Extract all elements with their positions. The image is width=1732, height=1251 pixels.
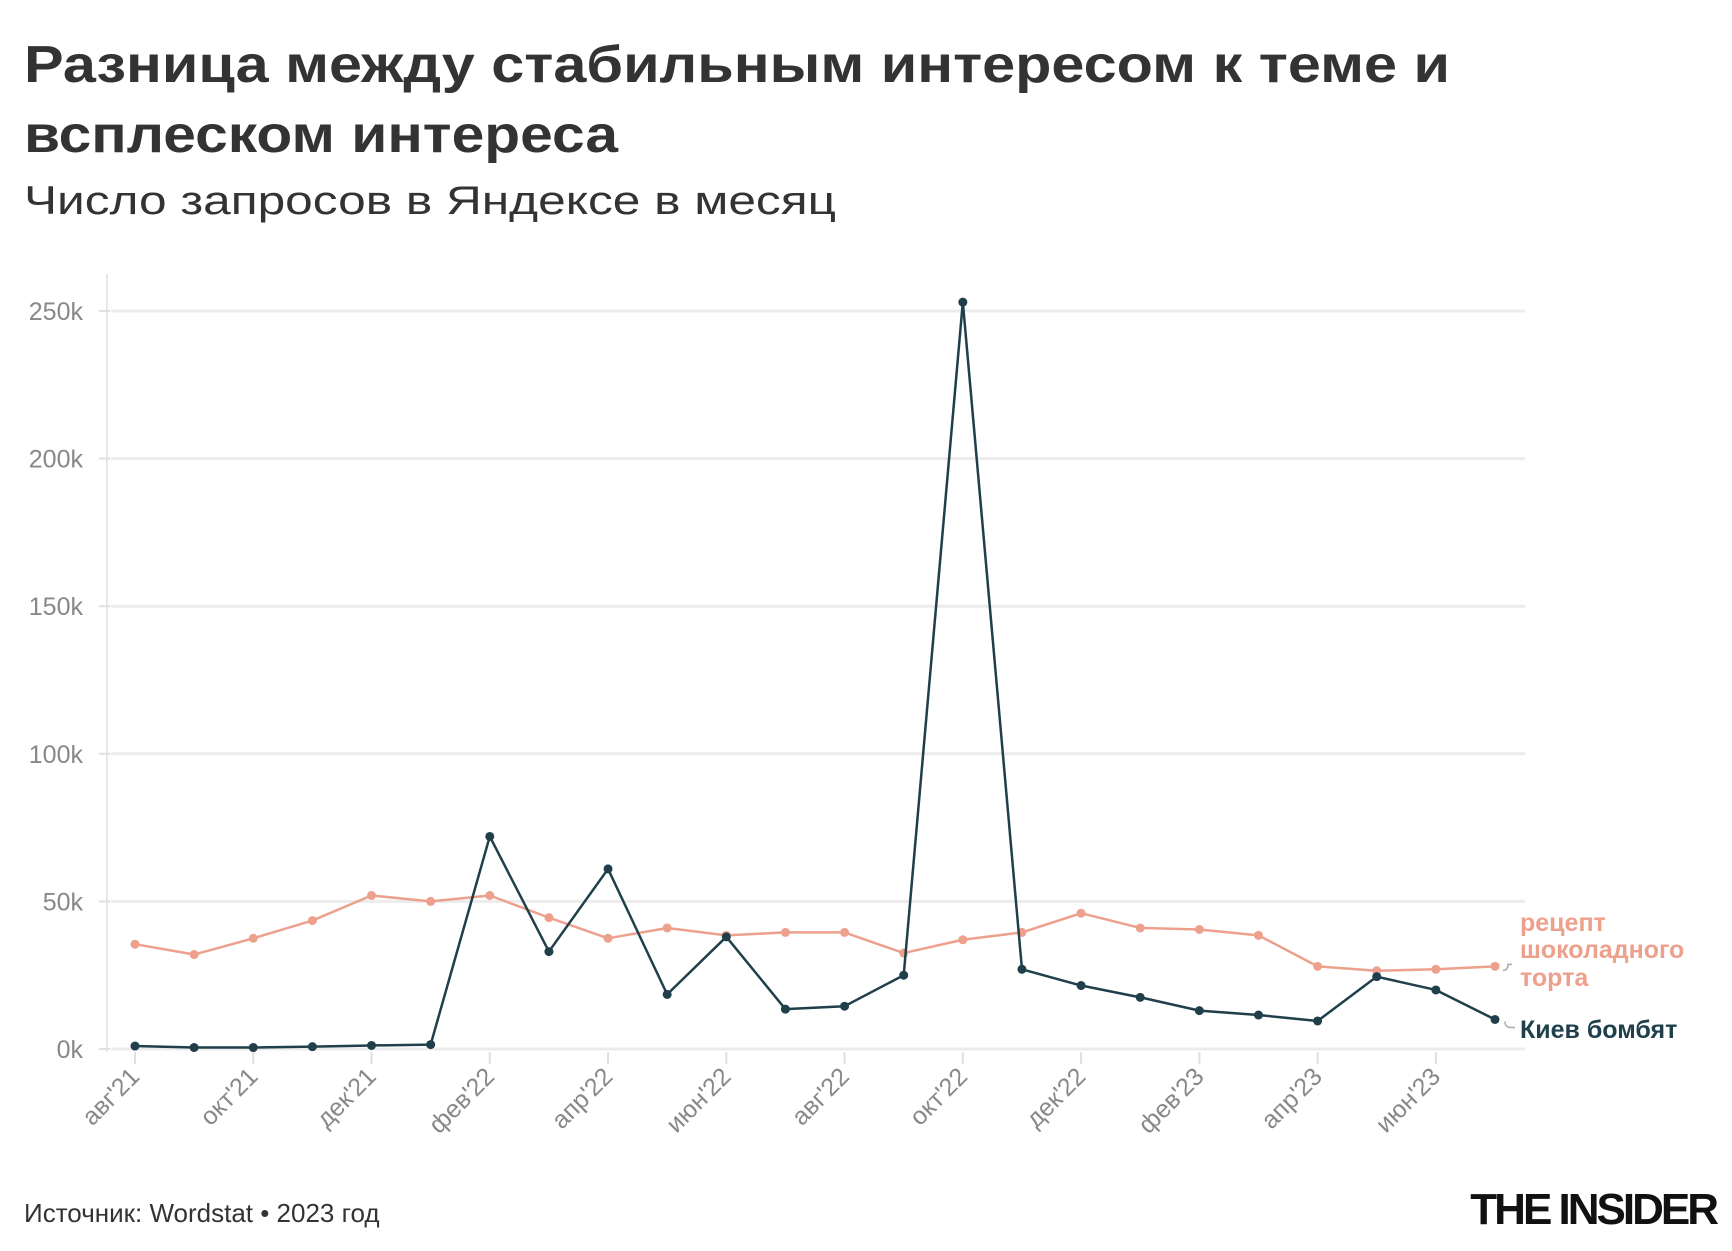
data-point <box>1431 985 1441 995</box>
data-point <box>367 890 377 900</box>
data-point <box>1076 908 1086 918</box>
data-point <box>958 297 968 307</box>
data-point <box>1253 930 1263 940</box>
series-chocolate-cake-recipe <box>130 890 1500 976</box>
data-point <box>248 933 258 943</box>
label-connector <box>1504 1021 1515 1029</box>
data-point <box>1135 992 1145 1002</box>
data-point <box>1253 1010 1263 1020</box>
data-point <box>1490 1014 1500 1024</box>
data-point <box>1490 961 1500 971</box>
y-tick-label: 150k <box>29 593 84 621</box>
data-point <box>1194 1006 1204 1016</box>
chart-title-line-2: всплеском интереса <box>24 106 619 164</box>
x-tick-label: авг'22 <box>786 1062 855 1131</box>
data-point <box>1017 964 1027 974</box>
data-point <box>307 1042 317 1052</box>
x-tick-label: окт'22 <box>904 1062 973 1131</box>
x-axis: авг'21 окт'21 дек'21 фев'22 апр'22 июн'22 авг'… <box>77 1052 1446 1139</box>
data-point <box>780 927 790 937</box>
data-point <box>899 970 909 980</box>
y-tick-label: 100k <box>29 741 84 769</box>
series-line <box>134 894 1496 973</box>
data-point <box>603 933 613 943</box>
data-point <box>485 831 495 841</box>
x-tick-label: дек'21 <box>311 1062 382 1133</box>
data-point <box>130 1041 140 1051</box>
data-point <box>840 1001 850 1011</box>
y-axis: 0k 50k 100k 150k 200k 250k <box>29 298 110 1064</box>
data-point <box>1076 981 1086 991</box>
gridlines <box>111 309 1525 1051</box>
chart-title-line-1: Разница между стабильным интересом к тем… <box>24 36 1450 94</box>
x-tick-label: фев'22 <box>423 1062 500 1139</box>
data-point <box>130 939 140 949</box>
data-point <box>367 1040 377 1050</box>
x-tick-label: июн'23 <box>1370 1062 1446 1138</box>
series-label-chocolate-cake-recipe: шоколадного <box>1520 936 1684 964</box>
data-point <box>426 1040 436 1050</box>
data-point <box>544 913 554 923</box>
data-point <box>1194 924 1204 934</box>
x-tick-label: окт'21 <box>195 1062 264 1131</box>
data-point <box>662 923 672 933</box>
series-line <box>134 300 1496 1049</box>
y-tick-label: 0k <box>57 1036 84 1064</box>
label-connector <box>1502 963 1512 972</box>
y-tick-label: 250k <box>29 298 84 326</box>
series-label-chocolate-cake-recipe: торта <box>1520 964 1589 992</box>
data-point <box>721 932 731 942</box>
data-point <box>189 1043 199 1053</box>
y-tick-label: 200k <box>29 446 84 474</box>
data-point <box>840 927 850 937</box>
series <box>130 297 1500 1053</box>
data-point <box>485 890 495 900</box>
source-note: Источник: Wordstat • 2023 год <box>24 1198 380 1228</box>
data-point <box>189 950 199 960</box>
series-label-kiev-bombing: Киев бомбят <box>1520 1016 1677 1044</box>
x-tick-label: авг'21 <box>77 1062 146 1131</box>
series-kiev-bombing <box>130 297 1500 1053</box>
data-point <box>1313 961 1323 971</box>
x-tick-label: апр'22 <box>546 1062 618 1134</box>
data-point <box>958 935 968 945</box>
data-point <box>1372 972 1382 982</box>
x-tick-label: июн'22 <box>661 1062 737 1138</box>
data-point <box>544 947 554 957</box>
data-point <box>1135 923 1145 933</box>
y-tick-label: 50k <box>43 888 84 916</box>
x-tick-label: фев'23 <box>1133 1062 1210 1139</box>
x-tick-label: апр'23 <box>1256 1062 1328 1134</box>
data-point <box>780 1004 790 1014</box>
data-point <box>1313 1016 1323 1026</box>
data-point <box>1431 964 1441 974</box>
x-tick-label: дек'22 <box>1021 1062 1092 1133</box>
data-point <box>662 989 672 999</box>
data-point <box>603 864 613 874</box>
data-point <box>248 1043 258 1053</box>
the-insider-logo: THE INSIDER <box>1470 1185 1718 1234</box>
data-point <box>307 916 317 926</box>
data-point <box>426 896 436 906</box>
chart-subtitle: Число запросов в Яндексе в месяц <box>24 179 836 223</box>
series-label-chocolate-cake-recipe: рецепт <box>1520 909 1606 937</box>
